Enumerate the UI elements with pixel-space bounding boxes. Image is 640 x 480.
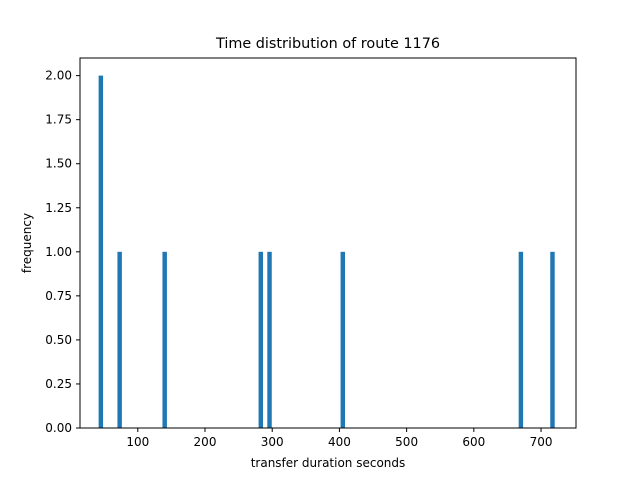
x-axis-ticks: 100 200 300 400 500 600 700 bbox=[126, 428, 553, 449]
histogram-bar-1 bbox=[98, 75, 104, 429]
y-tick-label: 0.50 bbox=[45, 333, 72, 347]
y-tick-label: 0.00 bbox=[45, 421, 72, 435]
x-tick-label: 100 bbox=[126, 435, 149, 449]
x-tick-label: 400 bbox=[328, 435, 351, 449]
y-tick-label: 1.75 bbox=[45, 113, 72, 127]
chart-title: Time distribution of route 1176 bbox=[215, 36, 440, 52]
bar-group bbox=[98, 75, 555, 429]
histogram-bar-4 bbox=[258, 251, 264, 428]
plot-frame bbox=[79, 57, 577, 429]
histogram-bar-8 bbox=[550, 251, 555, 428]
y-tick-label: 1.50 bbox=[45, 157, 72, 171]
histogram-bar-6 bbox=[340, 251, 346, 428]
x-tick-label: 600 bbox=[462, 435, 485, 449]
x-tick-label: 200 bbox=[194, 435, 217, 449]
y-tick-label: 0.25 bbox=[45, 377, 72, 391]
y-tick-label: 1.25 bbox=[45, 201, 72, 215]
y-axis-label: frequency bbox=[20, 213, 34, 273]
x-axis-label: transfer duration seconds bbox=[251, 456, 406, 470]
x-tick-label: 700 bbox=[530, 435, 553, 449]
y-tick-label: 0.75 bbox=[45, 289, 72, 303]
histogram-bar-7 bbox=[518, 251, 524, 428]
histogram-bar-5 bbox=[267, 251, 272, 428]
x-tick-label: 300 bbox=[261, 435, 284, 449]
y-tick-label: 1.00 bbox=[45, 245, 72, 259]
y-tick-label: 2.00 bbox=[45, 69, 72, 83]
y-axis-ticks: 0.00 0.25 0.50 0.75 1.00 1.25 1.50 1.75 2.00 bbox=[45, 69, 80, 435]
histogram-bar-3 bbox=[162, 251, 167, 428]
plot-area bbox=[80, 58, 576, 428]
histogram-bar-2 bbox=[117, 251, 122, 428]
x-tick-label: 500 bbox=[395, 435, 418, 449]
